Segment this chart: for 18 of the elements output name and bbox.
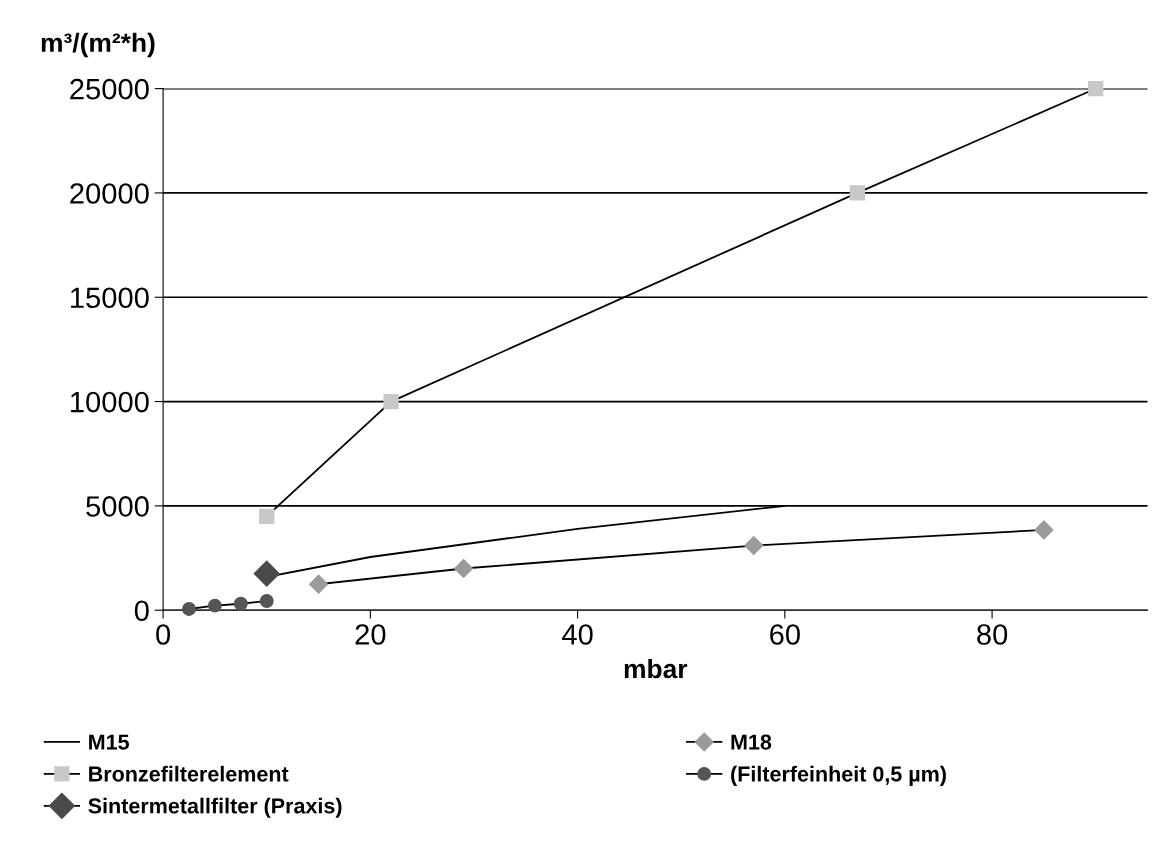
- y-axis-title: m³/(m²*h): [41, 32, 155, 58]
- y-tick-label: 15000: [71, 287, 149, 309]
- legend-label: M15: [89, 734, 129, 750]
- y-tick-label: 20000: [70, 183, 149, 204]
- y-tick-label: 10000: [71, 391, 149, 413]
- x-axis-title: mbar: [624, 658, 688, 679]
- y-tick-label: 25000: [70, 78, 149, 100]
- legend-label: M18: [731, 734, 772, 750]
- x-tick-label: 20: [355, 624, 386, 645]
- legend-label: (Filterfeinheit 0,5 µm): [731, 765, 946, 786]
- legend-label: Sintermetallfilter (Praxis): [88, 797, 342, 818]
- x-tick-label: 0: [156, 624, 171, 645]
- legend-label: Bronzefilterelement: [89, 765, 289, 782]
- x-tick-label: 60: [770, 624, 800, 645]
- x-tick-label: 80: [977, 624, 1008, 645]
- y-tick-label: 5000: [86, 496, 149, 517]
- x-tick-label: 40: [562, 624, 593, 645]
- y-tick-label: 0: [134, 600, 149, 622]
